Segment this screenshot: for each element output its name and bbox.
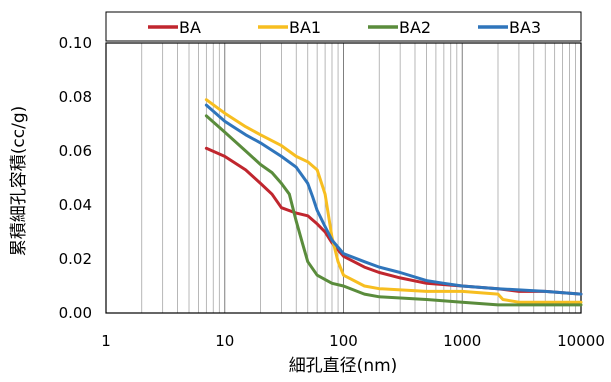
series-layer xyxy=(204,98,583,307)
series-line-ba2 xyxy=(204,114,583,307)
x-tick-label: 1000 xyxy=(443,332,481,350)
legend-label-ba1: BA1 xyxy=(289,18,321,37)
y-tick-label: 0.02 xyxy=(59,250,92,268)
y-axis-tick-labels: 0.00 0.02 0.04 0.06 0.08 0.10 xyxy=(59,34,92,322)
x-axis-tick-labels: 1 10 100 1000 10000 xyxy=(101,332,605,350)
legend-label-ba: BA xyxy=(179,18,201,37)
grid xyxy=(141,43,576,313)
x-tick-label: 10 xyxy=(215,332,234,350)
legend-label-ba3: BA3 xyxy=(509,18,541,37)
y-tick-label: 0.04 xyxy=(59,196,92,214)
series-line-ba1 xyxy=(204,98,583,304)
x-tick-label: 1 xyxy=(101,332,111,350)
legend: BA BA1 BA2 BA3 xyxy=(105,11,582,42)
plot-frame xyxy=(105,42,582,314)
x-axis-title: 細孔直径(nm) xyxy=(289,356,398,376)
y-tick-label: 0.08 xyxy=(59,88,92,106)
y-tick-label: 0.06 xyxy=(59,142,92,160)
y-tick-label: 0.00 xyxy=(59,304,92,322)
series-line-ba3 xyxy=(204,103,583,296)
y-axis-title: 累積細孔容積(cc/g) xyxy=(9,106,29,256)
x-tick-label: 100 xyxy=(329,332,358,350)
x-tick-label: 10000 xyxy=(557,332,605,350)
y-tick-label: 0.10 xyxy=(59,34,92,52)
legend-label-ba2: BA2 xyxy=(399,18,431,37)
